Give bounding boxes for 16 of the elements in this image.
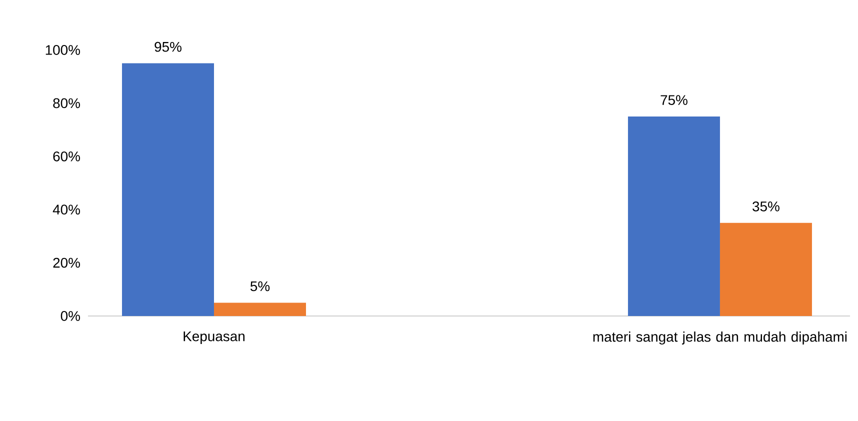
data-label: 35% <box>752 201 780 212</box>
bar <box>214 302 306 316</box>
y-tick-label: 100% <box>46 45 80 55</box>
bar <box>122 63 214 316</box>
data-label: 95% <box>154 42 182 52</box>
y-tick-label: 40% <box>52 204 80 215</box>
data-label: 5% <box>250 281 270 292</box>
bar <box>720 222 812 316</box>
data-label: 75% <box>660 95 688 105</box>
y-tick-label: 60% <box>53 151 80 162</box>
bar <box>628 116 720 316</box>
y-tick-label: 20% <box>53 258 80 268</box>
x-tick-label: Kepuasan <box>184 332 244 344</box>
x-tick-label: materi sangat jelas dan mudah dipahami <box>593 332 847 345</box>
y-tick-label: 0% <box>60 311 80 321</box>
y-tick-label: 80% <box>53 98 80 108</box>
